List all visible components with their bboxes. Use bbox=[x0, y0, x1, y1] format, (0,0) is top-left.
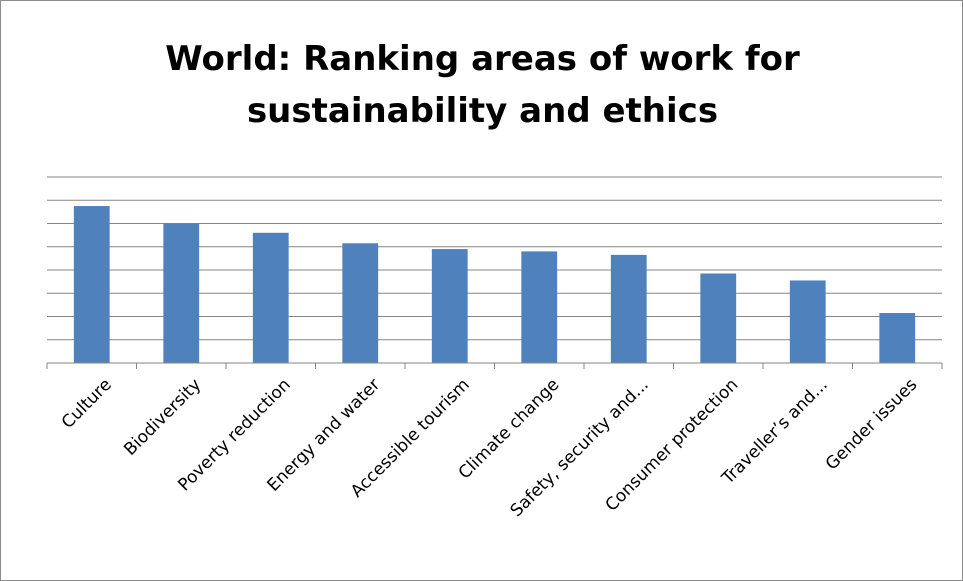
x-tick-label: Gender issues bbox=[822, 375, 922, 475]
bar bbox=[163, 223, 200, 363]
bars bbox=[73, 206, 916, 363]
bar bbox=[252, 232, 289, 363]
x-axis bbox=[46, 362, 943, 369]
bar bbox=[879, 313, 916, 363]
x-tick-label: Culture bbox=[58, 375, 116, 433]
chart-title: World: Ranking areas of work for sustain… bbox=[1, 33, 963, 137]
bar bbox=[700, 273, 737, 363]
x-tick-label: Biodiversity bbox=[120, 375, 205, 460]
bar bbox=[342, 243, 379, 363]
bar bbox=[789, 280, 826, 363]
bar bbox=[431, 249, 468, 363]
chart-title-line-1: World: Ranking areas of work for bbox=[165, 39, 800, 79]
chart-title-line-2: sustainability and ethics bbox=[246, 91, 719, 131]
bar bbox=[610, 254, 647, 363]
bar bbox=[521, 251, 558, 363]
bar bbox=[73, 206, 110, 363]
